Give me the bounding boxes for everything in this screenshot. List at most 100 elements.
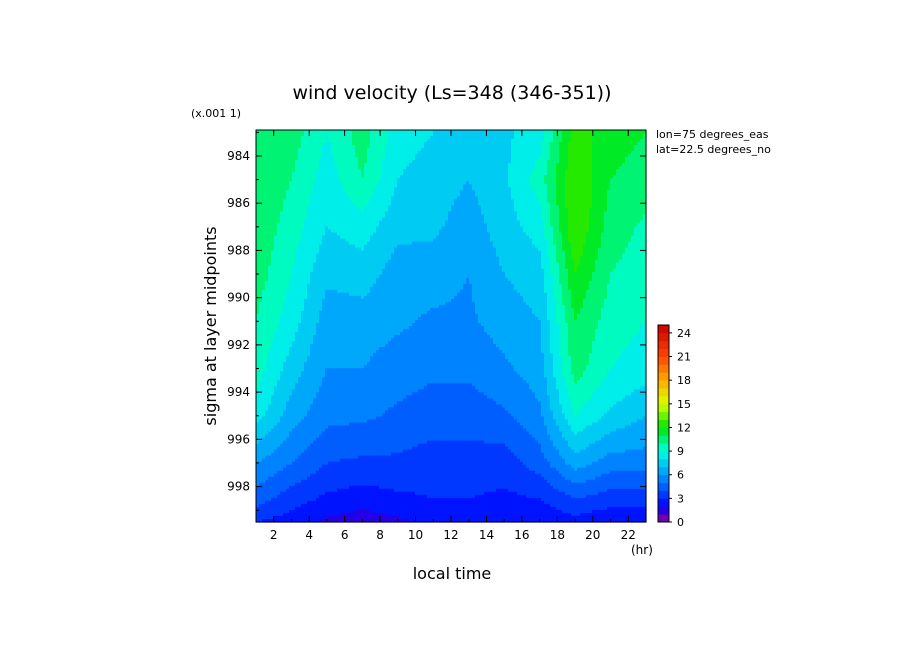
heatmap-cell xyxy=(535,151,539,155)
heatmap-cell xyxy=(499,133,503,137)
heatmap-cell xyxy=(559,136,563,140)
heatmap-cell xyxy=(574,139,578,143)
heatmap-cell xyxy=(595,136,599,140)
heatmap-cell xyxy=(283,157,287,161)
heatmap-cell xyxy=(574,148,578,152)
heatmap-cell xyxy=(631,148,635,152)
heatmap-cell xyxy=(625,133,629,137)
heatmap-cell xyxy=(484,139,488,143)
heatmap-cell xyxy=(541,151,545,155)
heatmap-cell xyxy=(331,160,335,164)
heatmap-cell xyxy=(286,160,290,164)
heatmap-cell xyxy=(640,133,644,137)
heatmap-cell xyxy=(475,142,479,146)
heatmap-cell xyxy=(637,142,641,146)
heatmap-cell xyxy=(373,139,377,143)
heatmap-cell xyxy=(562,130,566,134)
heatmap-cell xyxy=(478,130,482,134)
heatmap-cell xyxy=(376,154,380,158)
heatmap-cell xyxy=(391,133,395,137)
heatmap-cell xyxy=(424,139,428,143)
heatmap-cell xyxy=(316,130,320,134)
heatmap-cell xyxy=(400,136,404,140)
heatmap-cell xyxy=(517,154,521,158)
heatmap-cell xyxy=(568,157,572,161)
heatmap-cell xyxy=(364,160,368,164)
heatmap-cell xyxy=(613,139,617,143)
heatmap-cell xyxy=(286,136,290,140)
heatmap-cell xyxy=(256,130,260,134)
heatmap-cell xyxy=(640,145,644,149)
heatmap-cell xyxy=(460,151,464,155)
heatmap-cell xyxy=(334,145,338,149)
heatmap-cell xyxy=(544,130,548,134)
heatmap-cell xyxy=(385,133,389,137)
heatmap-cell xyxy=(268,154,272,158)
heatmap-cell xyxy=(262,139,266,143)
heatmap-cell xyxy=(385,130,389,134)
heatmap-cell xyxy=(406,133,410,137)
heatmap-cell xyxy=(361,133,365,137)
heatmap-cell xyxy=(259,139,263,143)
heatmap-cell xyxy=(424,148,428,152)
heatmap-cell xyxy=(634,148,638,152)
heatmap-cell xyxy=(331,157,335,161)
heatmap-cell xyxy=(481,130,485,134)
heatmap-cell xyxy=(382,157,386,161)
heatmap-cell xyxy=(496,142,500,146)
heatmap-cell xyxy=(385,148,389,152)
heatmap-cell xyxy=(487,148,491,152)
heatmap-cell xyxy=(397,145,401,149)
heatmap-cell xyxy=(511,148,515,152)
heatmap-cell xyxy=(529,151,533,155)
heatmap-cell xyxy=(364,136,368,140)
heatmap-cell xyxy=(472,130,476,134)
heatmap-cell xyxy=(616,148,620,152)
heatmap-cell xyxy=(604,154,608,158)
heatmap-cell xyxy=(355,145,359,149)
heatmap-cell xyxy=(466,136,470,140)
heatmap-cell xyxy=(358,160,362,164)
heatmap-cell xyxy=(553,145,557,149)
heatmap-cell xyxy=(508,154,512,158)
heatmap-cell xyxy=(319,133,323,137)
heatmap-cell xyxy=(511,142,515,146)
heatmap-cell xyxy=(475,139,479,143)
heatmap-cell xyxy=(568,136,572,140)
heatmap-cell xyxy=(496,139,500,143)
heatmap-cell xyxy=(490,133,494,137)
heatmap-cell xyxy=(550,148,554,152)
heatmap-cell xyxy=(625,157,629,161)
heatmap-cell xyxy=(568,133,572,137)
heatmap-cell xyxy=(295,160,299,164)
heatmap-cell xyxy=(613,136,617,140)
heatmap-cell xyxy=(601,139,605,143)
heatmap-cell xyxy=(583,142,587,146)
heatmap-cell xyxy=(526,136,530,140)
heatmap-cell xyxy=(292,154,296,158)
heatmap-cell xyxy=(499,142,503,146)
heatmap-cell xyxy=(460,139,464,143)
heatmap-cell xyxy=(613,151,617,155)
heatmap-cell xyxy=(289,145,293,149)
heatmap-cell xyxy=(343,160,347,164)
heatmap-cell xyxy=(445,157,449,161)
heatmap-cell xyxy=(286,151,290,155)
heatmap-cell xyxy=(517,139,521,143)
heatmap-cell xyxy=(349,148,353,152)
heatmap-cell xyxy=(523,136,527,140)
heatmap-cell xyxy=(376,136,380,140)
heatmap-cell xyxy=(295,142,299,146)
heatmap-cell xyxy=(511,130,515,134)
heatmap-cell xyxy=(346,154,350,158)
heatmap-cell xyxy=(625,154,629,158)
heatmap-cell xyxy=(433,151,437,155)
heatmap-cell xyxy=(277,148,281,152)
heatmap-cell xyxy=(520,148,524,152)
heatmap-cell xyxy=(262,133,266,137)
heatmap-cell xyxy=(283,133,287,137)
heatmap-cell xyxy=(346,130,350,134)
heatmap-cell xyxy=(475,136,479,140)
heatmap-cell xyxy=(262,130,266,134)
heatmap-cell xyxy=(271,154,275,158)
